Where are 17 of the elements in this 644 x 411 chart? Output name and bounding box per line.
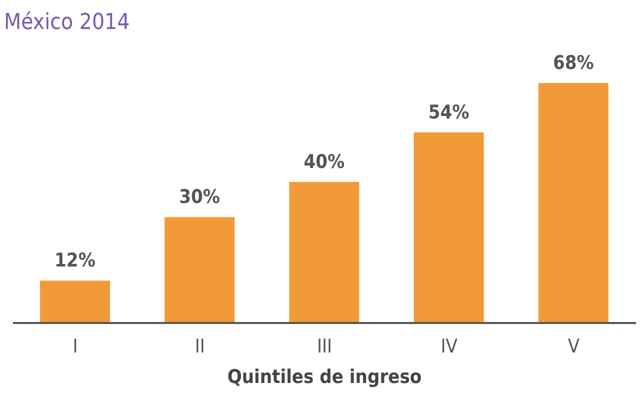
bar <box>538 83 608 323</box>
data-label: 30% <box>179 186 220 208</box>
x-tick-label: III <box>316 335 332 358</box>
data-label: 68% <box>552 52 594 74</box>
bar <box>289 182 360 323</box>
bar <box>414 132 484 323</box>
chart-title: México 2014 <box>4 9 131 37</box>
x-tick-label: I <box>72 335 78 358</box>
data-label: 54% <box>428 101 470 124</box>
x-tick-label: II <box>194 335 205 358</box>
bar <box>164 217 235 323</box>
x-axis-title: Quintiles de ingreso <box>227 366 422 388</box>
x-tick-label: IV <box>440 335 458 358</box>
bar <box>40 280 110 323</box>
data-label: 40% <box>304 150 345 173</box>
x-tick-label: V <box>568 335 580 358</box>
data-label: 12% <box>54 250 96 272</box>
